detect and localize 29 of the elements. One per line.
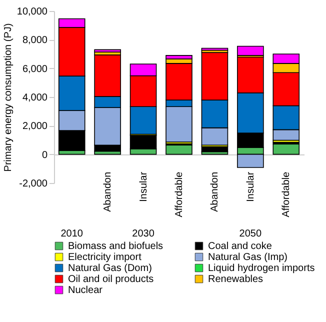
legend-label: Liquid hydrogen imports — [208, 263, 315, 274]
x-tick-label: Insular — [138, 171, 150, 202]
y-tick-label: 8,000 — [22, 35, 48, 46]
y-tick-label: 6,000 — [22, 64, 48, 75]
legend-label: Oil and oil products — [68, 274, 154, 285]
text: 2010 — [60, 228, 84, 240]
x-tick-label: Affordable — [281, 171, 292, 218]
legend-label: Coal and coke — [208, 241, 272, 252]
x-tick-label: Affordable — [174, 171, 185, 218]
y-tick-label: 0 — [42, 150, 48, 161]
text: 2030 — [132, 228, 155, 240]
y-tick-label: -2,000 — [19, 178, 48, 190]
y-tick-label: 4,000 — [22, 92, 48, 104]
y-tick-label: 2,000 — [22, 121, 48, 132]
bar — [272, 144, 300, 155]
y-tick-label: 10,000 — [16, 6, 48, 18]
x-tick-label: Abandon — [102, 172, 114, 212]
legend-label: Nuclear — [68, 285, 104, 296]
legend-label: Biomass and biofuels — [68, 241, 164, 252]
x-tick-label: Abandon — [210, 172, 221, 212]
legend-label: Natural Gas (Imp) — [208, 252, 288, 263]
bar — [94, 49, 121, 52]
bar — [166, 144, 192, 155]
y-axis-title: Primary energy consumption (PJ) — [2, 23, 14, 172]
legend-label: Natural Gas (Dom) — [68, 263, 152, 274]
text: 2050 — [239, 228, 262, 240]
x-tick-label: Insular — [245, 171, 256, 202]
legend-label: Renewables — [208, 274, 264, 285]
legend-label: Electricity import — [68, 252, 142, 263]
